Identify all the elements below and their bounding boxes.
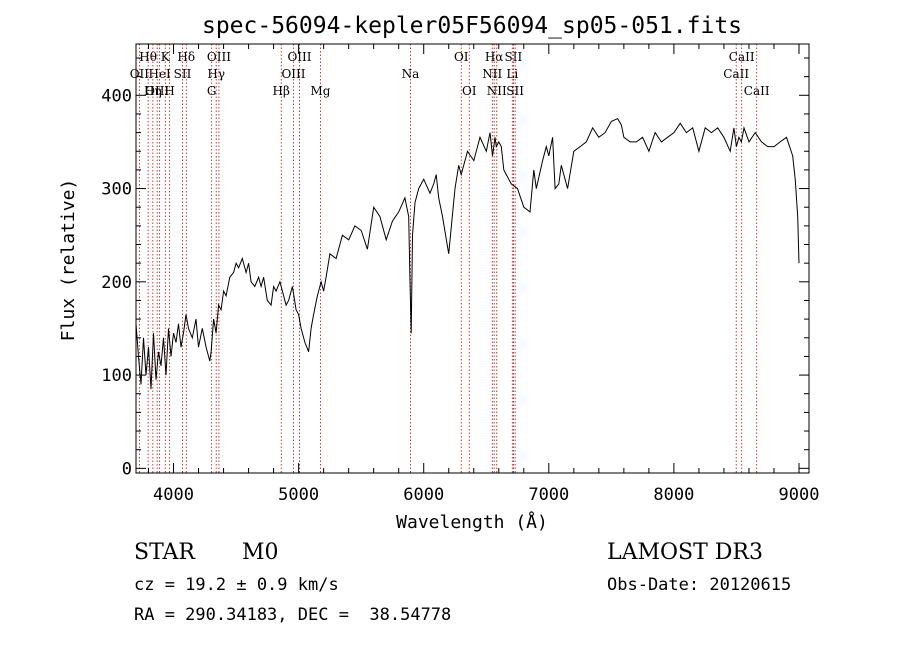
spectral-line-label: OI [462, 84, 477, 98]
spectral-line-label: NII [487, 84, 507, 98]
spectral-line-label: SII [505, 50, 523, 64]
redshift-cz: cz = 19.2 ± 0.9 km/s [134, 575, 339, 595]
spectral-line-label: OII [130, 67, 150, 81]
spectral-line-label: Hδ [177, 50, 195, 64]
spectral-line-label: CaII [744, 84, 770, 98]
spectral-line-label: OIII [207, 50, 231, 64]
spectral-line-label: H [164, 84, 174, 98]
spectral-line-label: SII [506, 84, 524, 98]
y-tick-label: 300 [101, 180, 132, 200]
spectrum-series-line [135, 117, 800, 390]
y-tick-label: 400 [101, 86, 132, 106]
spectral-line-label: K [161, 50, 171, 64]
spectral-line-label: Na [402, 67, 420, 81]
axis-ticks: 4000 5000 6000 7000 8000 9000 0 100 200 300 400 [101, 44, 819, 505]
x-tick-label: 7000 [528, 485, 569, 505]
plot-frame [135, 43, 810, 474]
spectral-line-label: SII [174, 67, 192, 81]
spectral-line-label: Hγ [207, 67, 225, 81]
spectral-line-label: CaII [729, 50, 755, 64]
spectral-line-label: OIII [281, 67, 305, 81]
spectral-line-label: OIII [145, 84, 169, 98]
x-tick-label: 4000 [153, 485, 194, 505]
x-tick-label: 5000 [278, 485, 319, 505]
spectral-line-label: Hα [485, 50, 504, 64]
spectral-line-label: NII [482, 67, 502, 81]
spectral-line-label: G [207, 84, 217, 98]
spectral-line-label: Mg [311, 84, 331, 98]
y-tick-label: 100 [101, 366, 132, 386]
spectral-line-label: Hη [144, 84, 162, 98]
object-class: STAR [134, 540, 196, 565]
x-axis-label: Wavelength (Å) [396, 511, 548, 533]
spectral-line-label: Li [506, 67, 518, 81]
coordinates: RA = 290.34183, DEC = 38.54778 [134, 605, 451, 625]
spectral-line-label: Hβ [273, 84, 290, 98]
y-axis-label: Flux (relative) [58, 179, 79, 342]
spectral-line-label: OIII [287, 50, 311, 64]
emission-line-markers: Hθ OII OIII K HeI Hη H Hδ SII OIII Hγ G OIII OIII Hβ Mg… [130, 44, 770, 473]
x-tick-label: 6000 [403, 485, 444, 505]
spectral-line-label: OI [454, 50, 469, 64]
survey-name: LAMOST DR3 [607, 540, 763, 565]
spectral-line-label: CaII [723, 67, 749, 81]
spectral-line-label: Hθ [139, 50, 157, 64]
y-tick-label: 0 [122, 459, 132, 479]
spectral-line-label: HeI [148, 67, 171, 81]
x-tick-label: 9000 [779, 485, 820, 505]
chart-title: spec-56094-kepler05F56094_sp05-051.fits [202, 13, 742, 39]
y-tick-label: 200 [101, 273, 132, 293]
object-subclass: M0 [242, 540, 279, 565]
obs-date: Obs-Date: 20120615 [607, 575, 791, 595]
x-tick-label: 8000 [653, 485, 694, 505]
